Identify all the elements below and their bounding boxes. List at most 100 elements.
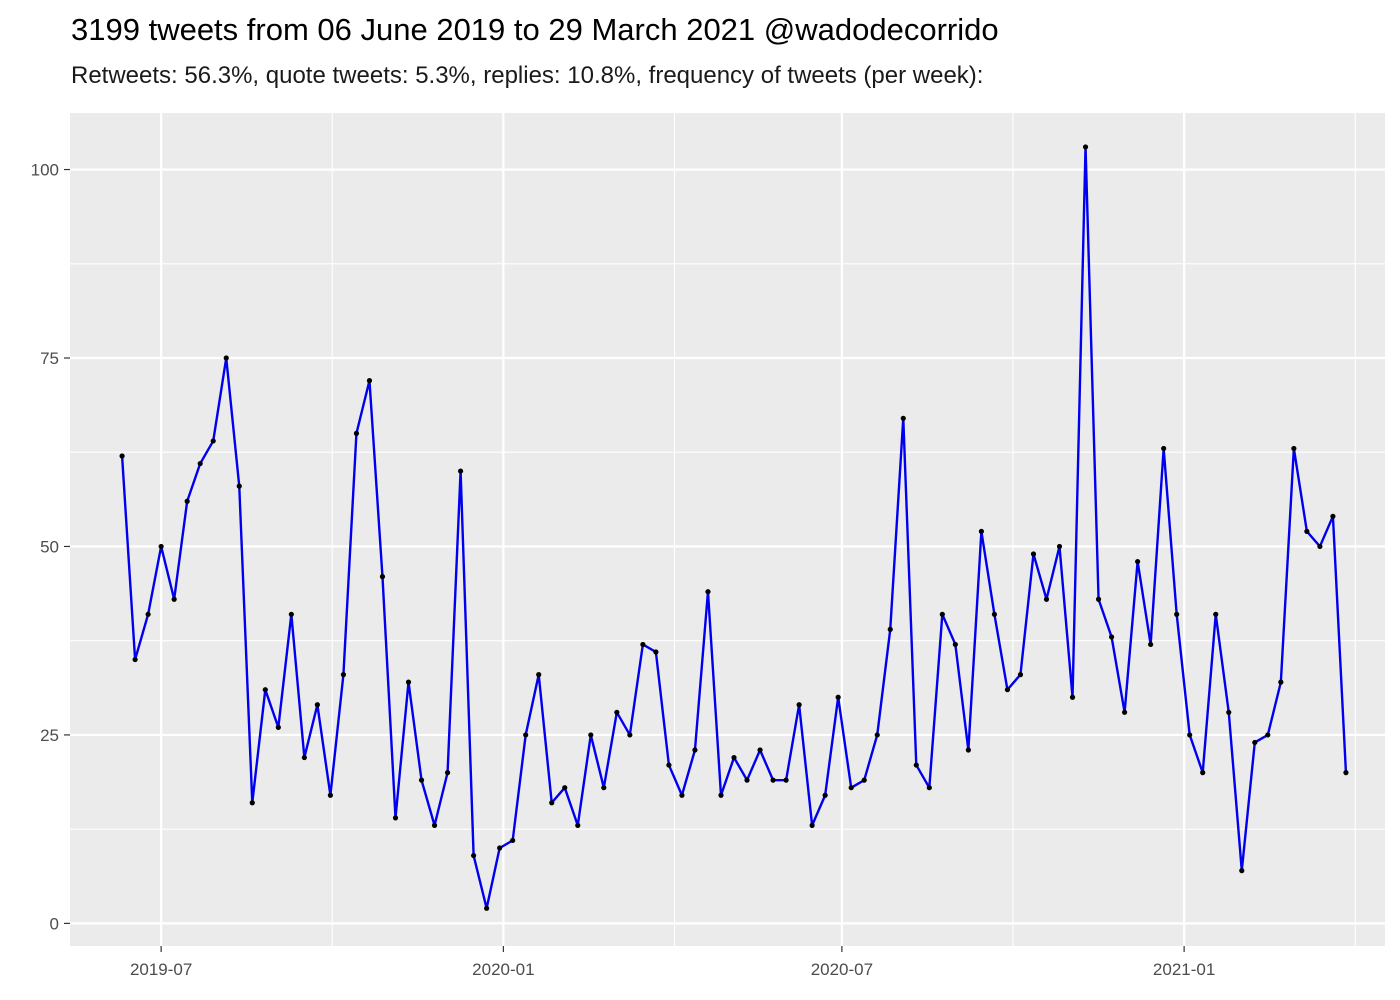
major-gridlines: [70, 113, 1385, 946]
data-point: [523, 732, 529, 738]
data-point: [1278, 679, 1284, 685]
data-point: [796, 702, 802, 708]
data-point: [236, 483, 242, 489]
data-point: [1174, 611, 1180, 617]
data-point: [692, 747, 698, 753]
data-point: [327, 792, 333, 798]
data-point: [705, 589, 711, 595]
data-point: [119, 453, 125, 459]
data-point: [770, 777, 776, 783]
chart-subtitle: Retweets: 56.3%, quote tweets: 5.3%, rep…: [71, 62, 984, 89]
y-tick-label: 0: [50, 914, 59, 933]
data-point: [1004, 687, 1011, 693]
data-point: [835, 694, 841, 700]
data-point: [991, 611, 998, 617]
data-point: [301, 754, 307, 761]
y-tick-label: 75: [40, 349, 59, 368]
data-point: [809, 822, 815, 828]
data-point: [822, 792, 828, 798]
data-point: [353, 430, 360, 436]
data-point: [913, 762, 919, 768]
data-point: [1317, 543, 1323, 550]
series-layer: [119, 144, 1349, 911]
data-point: [861, 777, 867, 783]
chart-title: 3199 tweets from 06 June 2019 to 29 Marc…: [71, 12, 999, 47]
data-point: [536, 672, 542, 678]
data-point: [1082, 144, 1089, 150]
data-point: [1213, 611, 1219, 617]
data-point: [926, 785, 932, 791]
data-point: [1056, 543, 1063, 550]
data-point: [549, 800, 555, 806]
data-point: [744, 777, 750, 783]
data-point: [249, 800, 255, 806]
data-point: [405, 679, 412, 685]
data-point: [640, 641, 646, 648]
data-point: [1148, 641, 1154, 648]
data-point: [275, 724, 281, 730]
data-point: [601, 785, 607, 791]
data-point: [1226, 709, 1232, 715]
data-point: [1108, 634, 1115, 640]
data-point: [718, 792, 724, 798]
data-point: [1291, 445, 1297, 452]
y-tick-label: 50: [40, 537, 59, 556]
data-point: [887, 626, 893, 632]
data-point: [1265, 732, 1271, 738]
data-point: [340, 672, 347, 678]
data-point: [392, 815, 399, 821]
data-point: [379, 574, 386, 580]
data-point: [731, 754, 737, 761]
data-point: [510, 837, 516, 844]
data-point: [314, 702, 320, 708]
data-point: [666, 762, 672, 768]
data-point: [1069, 694, 1076, 700]
data-point: [418, 777, 425, 783]
data-point: [1239, 868, 1245, 874]
data-point: [965, 747, 971, 753]
data-point: [614, 709, 620, 715]
data-point: [562, 785, 568, 791]
data-point: [848, 785, 854, 791]
data-point: [783, 777, 789, 783]
data-point: [457, 468, 464, 474]
axis-tick-labels: 0 25 50 75 100 2019-07 2020-01 2020-07 2021-01: [31, 161, 1216, 979]
data-point: [1304, 528, 1310, 534]
data-point: [757, 747, 763, 753]
data-point: [679, 792, 685, 798]
x-tick-label: 2020-07: [811, 960, 873, 979]
data-point: [223, 355, 229, 361]
data-point: [900, 415, 906, 421]
data-point: [575, 822, 581, 828]
data-point: [1030, 551, 1037, 557]
data-point: [145, 611, 151, 617]
data-point: [262, 687, 268, 693]
data-point: [1252, 739, 1258, 746]
x-tick-label: 2021-01: [1153, 960, 1215, 979]
axis-ticks: [64, 168, 1185, 952]
plot-panel: [70, 113, 1385, 946]
data-point: [1330, 513, 1336, 519]
data-point: [653, 649, 659, 655]
data-point: [1200, 770, 1206, 776]
data-point: [952, 641, 958, 648]
data-point: [471, 852, 477, 859]
data-point: [1043, 596, 1050, 602]
data-point: [1187, 732, 1193, 738]
data-point: [158, 543, 164, 550]
data-point: [1095, 596, 1102, 602]
x-tick-label: 2020-01: [472, 960, 534, 979]
data-point: [132, 656, 138, 663]
data-point: [184, 498, 190, 504]
data-point: [1135, 558, 1141, 565]
data-point: [497, 845, 503, 851]
data-point: [939, 611, 945, 617]
data-point: [171, 596, 177, 602]
data-point: [444, 770, 451, 776]
data-point: [288, 611, 294, 617]
data-point: [874, 732, 880, 738]
data-point: [627, 732, 633, 738]
y-tick-label: 25: [40, 726, 59, 745]
data-point: [1161, 445, 1167, 452]
